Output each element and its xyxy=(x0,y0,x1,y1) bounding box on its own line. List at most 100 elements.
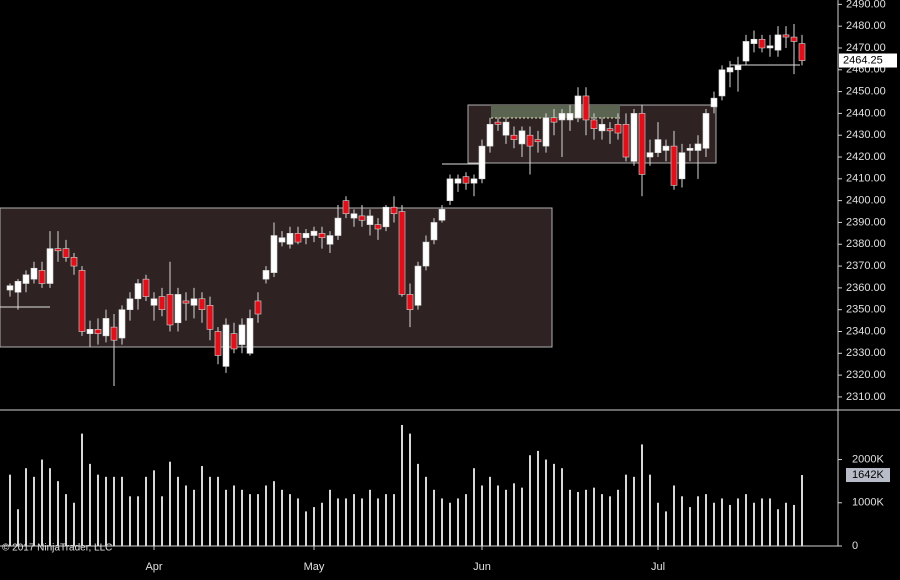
candle-body xyxy=(118,309,126,339)
volume-bar xyxy=(177,476,179,546)
candle-body xyxy=(302,233,310,239)
candle-body xyxy=(30,267,38,280)
candle-body xyxy=(646,152,654,158)
candle-body xyxy=(766,45,774,49)
y-tick-label: 2470.00 xyxy=(846,42,886,54)
volume-bar xyxy=(33,476,35,546)
volume-bar xyxy=(753,502,755,546)
volume-bar xyxy=(385,494,387,546)
volume-bar xyxy=(49,468,51,546)
candle-body xyxy=(390,206,398,215)
volume-bar xyxy=(73,502,75,546)
last-volume-box xyxy=(846,468,890,483)
candle-body xyxy=(630,113,638,162)
volume-bar xyxy=(321,502,323,546)
candle-body xyxy=(6,285,14,291)
volume-bar xyxy=(361,498,363,546)
last-price-label: 2464.25 xyxy=(843,54,883,66)
volume-bar xyxy=(665,511,667,546)
volume-bar xyxy=(249,494,251,546)
y-tick-label: 2330.00 xyxy=(846,347,886,359)
volume-bar xyxy=(497,485,499,546)
volume-bar xyxy=(769,498,771,546)
volume-bar xyxy=(729,504,731,546)
candle-body xyxy=(134,283,142,300)
volume-bar xyxy=(337,498,339,546)
candle-body xyxy=(158,296,166,310)
volume-bar xyxy=(281,489,283,546)
volume-bar xyxy=(273,481,275,546)
volume-bar xyxy=(305,511,307,546)
candle-body xyxy=(742,41,750,62)
candle-body xyxy=(246,318,254,354)
volume-bar xyxy=(57,481,59,546)
volume-bar xyxy=(121,476,123,546)
volume-bar xyxy=(257,494,259,546)
volume-bar xyxy=(785,502,787,546)
x-tick-label: Jun xyxy=(473,561,491,573)
volume-bar xyxy=(233,485,235,546)
candle-body xyxy=(38,270,46,284)
candle-body xyxy=(326,235,334,245)
y-tick-label: 2490.00 xyxy=(846,0,886,10)
candle-body xyxy=(126,298,134,310)
candle-body xyxy=(478,145,486,180)
volume-bar xyxy=(737,498,739,546)
volume-bar xyxy=(345,498,347,546)
volume-bar xyxy=(353,494,355,546)
volume-bar xyxy=(641,444,643,546)
candle-body xyxy=(470,178,478,184)
last-volume-label: 1642K xyxy=(852,469,884,481)
candle-body xyxy=(758,38,766,49)
candle-body xyxy=(14,281,22,293)
volume-bar xyxy=(777,509,779,546)
y-tick-label: 2320.00 xyxy=(846,369,886,381)
candle-body xyxy=(318,233,326,239)
candle-body xyxy=(94,329,102,334)
volume-bar xyxy=(265,485,267,546)
volume-bar xyxy=(41,459,43,546)
candle-body xyxy=(294,233,302,243)
volume-bar xyxy=(569,489,571,546)
last-price-box xyxy=(839,53,897,68)
candle-body xyxy=(678,152,686,180)
volume-bar xyxy=(505,489,507,546)
volume-bar xyxy=(793,504,795,546)
candle-body xyxy=(270,235,278,273)
y-tick-label: 2450.00 xyxy=(846,86,886,98)
volume-bar xyxy=(65,494,67,546)
candle-body xyxy=(638,113,646,175)
candle-body xyxy=(366,215,374,225)
volume-bar xyxy=(185,485,187,546)
candle-body xyxy=(22,274,30,284)
candle-body xyxy=(238,324,246,345)
volume-bar xyxy=(713,502,715,546)
volume-bar xyxy=(313,507,315,546)
volume-bar xyxy=(441,498,443,546)
candle-body xyxy=(430,222,438,241)
y-tick-label: 2440.00 xyxy=(846,107,886,119)
candle-body xyxy=(54,248,62,252)
candle-body xyxy=(310,230,318,236)
y-tick-label: 2000K xyxy=(852,453,884,465)
volume-bar xyxy=(561,468,563,546)
candle-body xyxy=(750,38,758,44)
y-tick-label: 2310.00 xyxy=(846,391,886,403)
candle-body xyxy=(110,326,118,341)
y-tick-label: 2420.00 xyxy=(846,151,886,163)
x-tick-label: Jul xyxy=(651,561,665,573)
volume-bar xyxy=(9,474,11,546)
volume-bar xyxy=(137,496,139,546)
volume-bar xyxy=(153,470,155,546)
candle-body xyxy=(686,147,694,151)
candle-body xyxy=(382,206,390,228)
y-tick-label: 2380.00 xyxy=(846,238,886,250)
volume-bar xyxy=(433,489,435,546)
volume-bar xyxy=(425,476,427,546)
candle-body xyxy=(558,113,566,121)
volume-bar xyxy=(633,476,635,546)
volume-bar xyxy=(81,433,83,546)
candle-body xyxy=(574,95,582,119)
candle-body xyxy=(62,248,70,258)
